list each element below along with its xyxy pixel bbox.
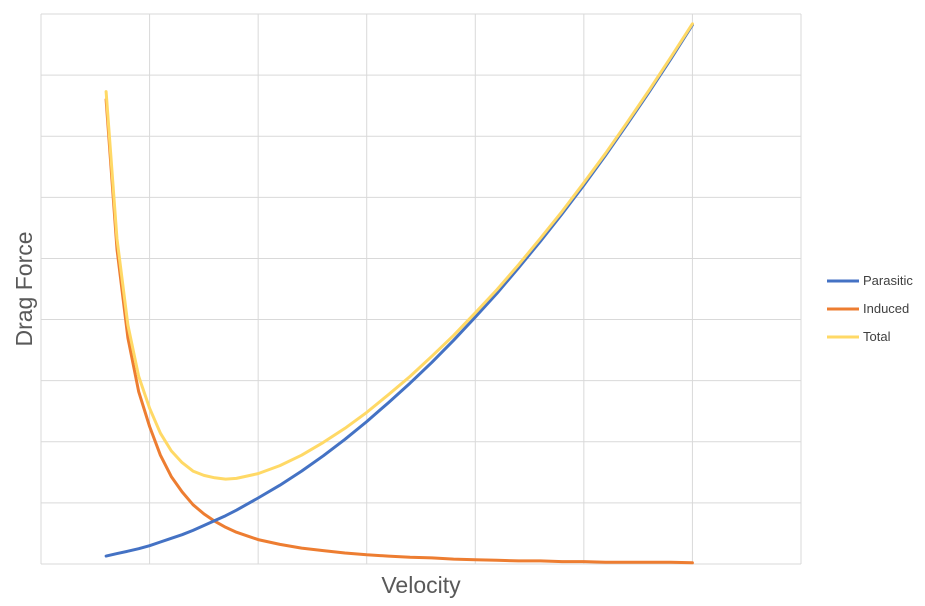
- legend-label-total: Total: [863, 329, 891, 344]
- grid: [40, 13, 802, 565]
- series-layer: [104, 22, 694, 565]
- series-line-induced: [104, 98, 694, 565]
- series-line-parasitic: [104, 23, 694, 558]
- legend-label-parasitic: Parasitic: [863, 273, 913, 288]
- legend-label-induced: Induced: [863, 301, 909, 316]
- legend: Parasitic Induced Total: [827, 273, 913, 344]
- series-line-total: [104, 22, 694, 481]
- x-axis-label: Velocity: [381, 572, 461, 598]
- y-axis-label: Drag Force: [11, 231, 37, 346]
